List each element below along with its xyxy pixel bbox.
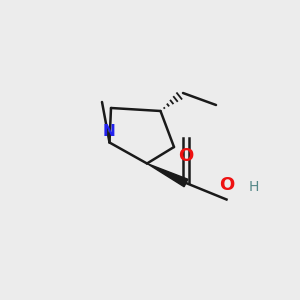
Text: O: O bbox=[219, 176, 234, 194]
Text: N: N bbox=[103, 124, 116, 140]
Text: O: O bbox=[178, 147, 194, 165]
Polygon shape bbox=[147, 164, 188, 187]
Text: H: H bbox=[248, 180, 259, 194]
